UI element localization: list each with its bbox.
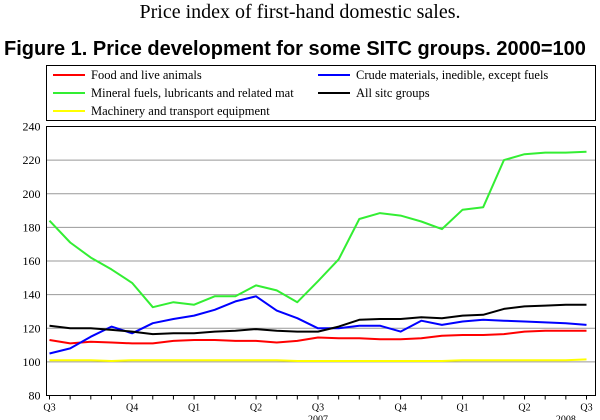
y-tick-label-220: 220: [23, 153, 41, 167]
x-quarter-label-8: Q3: [580, 403, 592, 414]
y-tick-label-160: 160: [23, 254, 41, 268]
legend-label-machinery-and-transport-equipment: Machinery and transport equipment: [91, 104, 270, 118]
x-quarter-label-3: Q2: [250, 403, 262, 414]
y-tick-label-180: 180: [23, 220, 41, 234]
x-year-label-2007: 2007: [308, 415, 328, 420]
x-quarter-label-7: Q2: [518, 403, 530, 414]
y-tick-label-240: 240: [23, 120, 41, 134]
x-quarter-label-5: Q4: [394, 403, 406, 414]
y-tick-label-80: 80: [29, 389, 41, 403]
x-quarter-label-6: Q1: [456, 403, 468, 414]
figure-title: Figure 1. Price development for some SIT…: [4, 38, 586, 60]
plot-area: 80 100 120 140 160 180 200 220 240 Q3 Q4 Q1 Q2 Q3 Q4 Q1…: [23, 120, 596, 420]
x-quarter-label-2: Q1: [188, 403, 200, 414]
x-quarter-label-0: Q3: [43, 403, 55, 414]
y-tick-label-120: 120: [23, 321, 41, 335]
x-quarter-label-4: Q3: [312, 403, 324, 414]
series-line-all-sitc-groups: [49, 303, 587, 336]
legend: Food and live animals Mineral fuels, lubr…: [53, 68, 548, 118]
series-line-crude-materials-inedible-except-fuels: [49, 295, 587, 355]
line-chart: Food and live animals Mineral fuels, lubr…: [23, 65, 596, 420]
y-tick-label-100: 100: [23, 355, 41, 369]
x-year-label-2008: 2008: [556, 415, 576, 420]
legend-label-food-and-live-animals: Food and live animals: [91, 68, 202, 82]
legend-label-mineral-fuels-lubricants-and-related-mat: Mineral fuels, lubricants and related ma…: [91, 86, 294, 100]
y-tick-label-200: 200: [23, 187, 41, 201]
plot-frame: [46, 126, 596, 396]
legend-label-crude-materials-inedible-except-fuels: Crude materials, inedible, except fuels: [356, 68, 548, 82]
series-line-food-and-live-animals: [49, 329, 587, 345]
x-quarter-label-1: Q4: [126, 403, 138, 414]
series-line-mineral-fuels-lubricants-and-related-mat: [48, 150, 587, 309]
series-line-machinery-and-transport-equipment: [49, 358, 587, 362]
page-subtitle: Price index of first-hand domestic sales…: [139, 1, 461, 23]
legend-label-all-sitc-groups: All sitc groups: [356, 86, 430, 100]
y-tick-label-140: 140: [23, 288, 41, 302]
